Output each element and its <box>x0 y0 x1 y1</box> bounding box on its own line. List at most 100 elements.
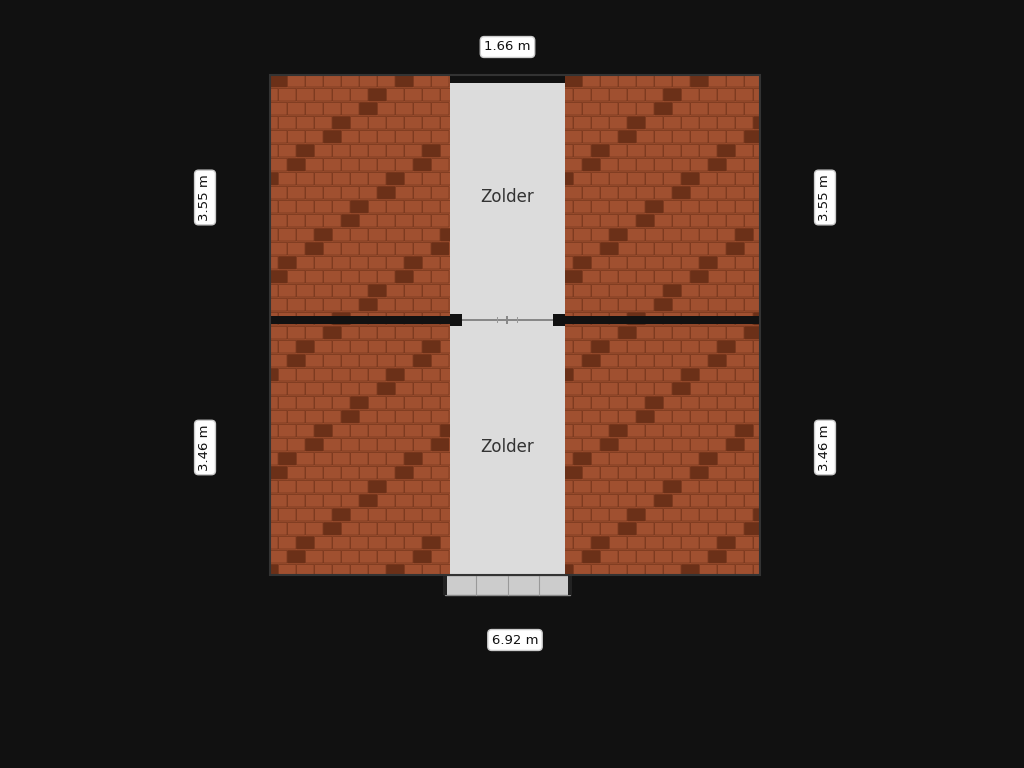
FancyBboxPatch shape <box>395 439 413 451</box>
FancyBboxPatch shape <box>718 88 735 101</box>
FancyBboxPatch shape <box>288 495 305 507</box>
FancyBboxPatch shape <box>628 229 645 241</box>
FancyBboxPatch shape <box>664 537 681 549</box>
FancyBboxPatch shape <box>279 564 296 575</box>
FancyBboxPatch shape <box>618 131 636 143</box>
FancyBboxPatch shape <box>609 88 627 101</box>
FancyBboxPatch shape <box>386 144 404 157</box>
FancyBboxPatch shape <box>269 425 278 437</box>
FancyBboxPatch shape <box>618 326 636 339</box>
FancyBboxPatch shape <box>324 439 341 451</box>
FancyBboxPatch shape <box>414 411 431 423</box>
FancyBboxPatch shape <box>690 411 708 423</box>
FancyBboxPatch shape <box>350 396 368 409</box>
FancyBboxPatch shape <box>592 564 609 575</box>
FancyBboxPatch shape <box>618 74 636 87</box>
FancyBboxPatch shape <box>709 243 726 255</box>
Bar <box>445 575 570 595</box>
FancyBboxPatch shape <box>682 452 699 465</box>
FancyBboxPatch shape <box>297 88 314 101</box>
FancyBboxPatch shape <box>404 537 422 549</box>
FancyBboxPatch shape <box>269 270 287 283</box>
FancyBboxPatch shape <box>564 355 582 367</box>
FancyBboxPatch shape <box>628 508 645 521</box>
FancyBboxPatch shape <box>324 102 341 115</box>
FancyBboxPatch shape <box>609 144 627 157</box>
FancyBboxPatch shape <box>654 270 672 283</box>
FancyBboxPatch shape <box>333 508 350 521</box>
FancyBboxPatch shape <box>297 396 314 409</box>
FancyBboxPatch shape <box>673 382 690 395</box>
FancyBboxPatch shape <box>673 102 690 115</box>
FancyBboxPatch shape <box>297 173 314 185</box>
FancyBboxPatch shape <box>618 382 636 395</box>
FancyBboxPatch shape <box>609 508 627 521</box>
FancyBboxPatch shape <box>735 144 753 157</box>
FancyBboxPatch shape <box>628 369 645 381</box>
FancyBboxPatch shape <box>279 425 296 437</box>
FancyBboxPatch shape <box>440 481 451 493</box>
FancyBboxPatch shape <box>350 313 368 325</box>
FancyBboxPatch shape <box>423 88 440 101</box>
FancyBboxPatch shape <box>637 270 654 283</box>
FancyBboxPatch shape <box>664 340 681 353</box>
FancyBboxPatch shape <box>269 158 287 171</box>
FancyBboxPatch shape <box>654 466 672 479</box>
FancyBboxPatch shape <box>735 369 753 381</box>
FancyBboxPatch shape <box>269 243 287 255</box>
FancyBboxPatch shape <box>628 257 645 269</box>
FancyBboxPatch shape <box>341 243 359 255</box>
FancyBboxPatch shape <box>341 214 359 227</box>
FancyBboxPatch shape <box>699 200 717 213</box>
FancyBboxPatch shape <box>269 257 278 269</box>
FancyBboxPatch shape <box>673 131 690 143</box>
FancyBboxPatch shape <box>718 340 735 353</box>
FancyBboxPatch shape <box>359 131 377 143</box>
FancyBboxPatch shape <box>645 369 663 381</box>
FancyBboxPatch shape <box>269 284 278 297</box>
FancyBboxPatch shape <box>618 355 636 367</box>
FancyBboxPatch shape <box>709 355 726 367</box>
FancyBboxPatch shape <box>699 173 717 185</box>
FancyBboxPatch shape <box>682 369 699 381</box>
FancyBboxPatch shape <box>279 257 296 269</box>
FancyBboxPatch shape <box>637 102 654 115</box>
FancyBboxPatch shape <box>297 452 314 465</box>
FancyBboxPatch shape <box>431 187 449 199</box>
FancyBboxPatch shape <box>637 355 654 367</box>
FancyBboxPatch shape <box>744 187 761 199</box>
FancyBboxPatch shape <box>573 564 591 575</box>
FancyBboxPatch shape <box>359 522 377 535</box>
FancyBboxPatch shape <box>297 564 314 575</box>
FancyBboxPatch shape <box>378 270 395 283</box>
FancyBboxPatch shape <box>709 326 726 339</box>
FancyBboxPatch shape <box>744 522 761 535</box>
FancyBboxPatch shape <box>564 299 582 311</box>
FancyBboxPatch shape <box>269 564 278 575</box>
FancyBboxPatch shape <box>609 369 627 381</box>
FancyBboxPatch shape <box>744 270 761 283</box>
FancyBboxPatch shape <box>609 313 627 325</box>
FancyBboxPatch shape <box>637 495 654 507</box>
FancyBboxPatch shape <box>440 257 451 269</box>
FancyBboxPatch shape <box>592 200 609 213</box>
FancyBboxPatch shape <box>423 369 440 381</box>
FancyBboxPatch shape <box>699 88 717 101</box>
FancyBboxPatch shape <box>600 411 618 423</box>
FancyBboxPatch shape <box>573 200 591 213</box>
FancyBboxPatch shape <box>637 411 654 423</box>
Text: 3.46 m: 3.46 m <box>818 424 831 471</box>
FancyBboxPatch shape <box>754 537 761 549</box>
FancyBboxPatch shape <box>297 144 314 157</box>
FancyBboxPatch shape <box>404 173 422 185</box>
FancyBboxPatch shape <box>369 229 386 241</box>
FancyBboxPatch shape <box>628 481 645 493</box>
FancyBboxPatch shape <box>269 313 278 325</box>
FancyBboxPatch shape <box>359 158 377 171</box>
FancyBboxPatch shape <box>573 284 591 297</box>
FancyBboxPatch shape <box>269 299 287 311</box>
FancyBboxPatch shape <box>279 144 296 157</box>
FancyBboxPatch shape <box>654 551 672 563</box>
FancyBboxPatch shape <box>404 229 422 241</box>
FancyBboxPatch shape <box>564 200 573 213</box>
